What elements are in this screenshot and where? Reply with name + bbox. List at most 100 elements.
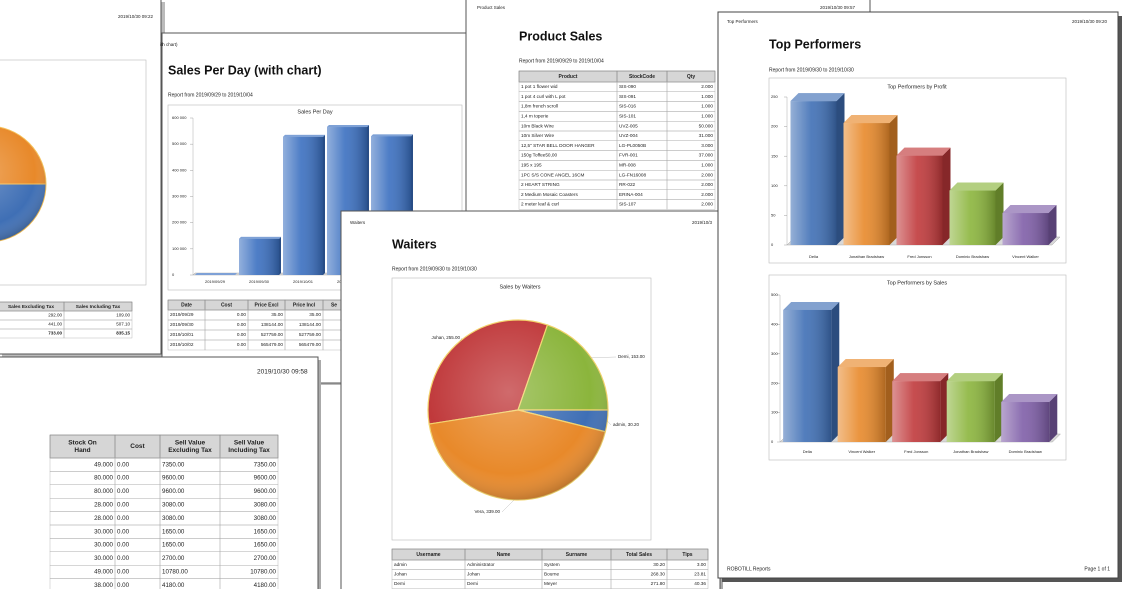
bar-side — [942, 147, 951, 245]
cell-text: 1650.00 — [162, 542, 185, 549]
report-date: 2019/10/30 09:58 — [257, 369, 308, 376]
bar-shine — [949, 190, 996, 245]
report-page: Top Performers 2019/10/30 09:20 Top Perf… — [717, 11, 1122, 582]
column-header: Excluding Tax — [168, 447, 212, 454]
cell-text: 733.00 — [48, 331, 62, 336]
slice-label: admin, 30.20 — [613, 422, 640, 427]
bar-side-shade — [889, 115, 898, 245]
cell-text: 1.000 — [701, 163, 713, 168]
bar-top-shine — [790, 93, 845, 102]
cell-text: 49.000 — [94, 569, 113, 576]
cell-text: Johan — [394, 572, 407, 577]
bar-top-shine — [371, 134, 413, 137]
cell-text: 2 Medium Mosaic Coasters — [521, 192, 578, 197]
slice-label: Johan, 255.00 — [431, 335, 460, 340]
bar-side-shade — [831, 301, 840, 442]
y-tick-label: 300 — [771, 351, 778, 356]
cell-text: 3080.00 — [162, 515, 185, 522]
y-tick-label: 0 — [771, 439, 774, 444]
cell-text: 35.00 — [309, 312, 321, 317]
x-tick-label: Jonathan Bradshaw — [849, 254, 884, 259]
label-leader — [460, 337, 463, 342]
cell-text: 0.00 — [117, 582, 130, 589]
cell-text: UVZ-005 — [619, 123, 638, 128]
bar-top — [946, 373, 1003, 382]
cell-text: 835.15 — [116, 331, 130, 336]
cell-text: 0.00 — [117, 542, 130, 549]
chart-title: Sales Per Day — [297, 109, 332, 115]
cell-text: 30.000 — [94, 528, 113, 535]
bar-side-shade — [1049, 394, 1058, 442]
x-tick-label: Fred Jonsson — [907, 254, 931, 259]
pie-chart — [0, 59, 147, 286]
bar-shine — [283, 136, 323, 275]
label-leader — [607, 420, 612, 426]
bar-side-shade — [279, 236, 281, 275]
column-header: StockCode — [629, 74, 655, 80]
report-title: Top Performers — [769, 37, 861, 51]
y-tick-label: 100 — [771, 183, 778, 188]
bar-top — [896, 147, 951, 156]
y-tick-label: 100 — [771, 410, 778, 415]
bar-side-shade — [836, 93, 845, 245]
table-cell — [666, 199, 716, 210]
bar-shine — [239, 238, 279, 275]
cell-text: Demi — [394, 581, 405, 586]
bar-top-shine — [283, 134, 325, 137]
cell-text: 195 x 195 — [521, 163, 542, 168]
cell-text: 40.36 — [694, 581, 706, 586]
cell-text: LG-FN16008 — [619, 172, 646, 177]
cell-text: 1.000 — [701, 94, 713, 99]
column-header: Product — [559, 74, 578, 80]
y-tick-label: 100 000 — [172, 246, 187, 251]
cell-text: 0.00 — [117, 461, 130, 468]
report-date: 2019/10/30 09:20 — [1072, 19, 1108, 24]
column-header: Name — [497, 552, 511, 558]
report-subtitle: Report from 2019/09/29 to 2019/10/04 — [519, 58, 604, 64]
y-tick-label: 50 — [771, 212, 776, 217]
y-tick-label: 0 — [172, 272, 175, 277]
bar-side — [279, 236, 281, 275]
cell-text: 1 pot 4 curl with L pot — [521, 94, 566, 99]
cell-text: 1650.00 — [254, 542, 277, 549]
column-header: Sales Excluding Tax — [8, 304, 54, 310]
report-page: 2019/10/30 09:22 Sales Excluding Tax Sale… — [0, 0, 165, 358]
cell-text: 0.00 — [237, 312, 247, 317]
bar-top — [283, 134, 325, 137]
bar-top-shine — [1001, 394, 1058, 403]
report-date: 2019/10/3 — [692, 220, 713, 225]
cell-text: 2019/09/30 — [170, 322, 194, 327]
cell-text: 3.00 — [697, 562, 707, 567]
column-header: Tips — [682, 552, 692, 558]
bar-top — [327, 125, 369, 128]
column-header: Price Excl — [255, 302, 280, 308]
bar-side — [885, 359, 894, 442]
cell-text: 0.00 — [117, 488, 130, 495]
cell-text: 30.000 — [94, 555, 113, 562]
chart-title: Top Performers by Sales — [887, 280, 947, 286]
bar-top-shine — [949, 182, 1004, 191]
bar-top — [783, 301, 840, 310]
column-header: Total Sales — [626, 552, 652, 558]
bar-shine — [946, 381, 995, 442]
cell-text: 565479.00 — [299, 342, 322, 347]
bar-top-shine — [837, 359, 894, 368]
cell-text: Administrator — [467, 562, 495, 567]
bar-top-shine — [892, 373, 949, 382]
x-tick-label: Vincent Walker — [848, 449, 875, 454]
y-tick-label: 400 000 — [172, 167, 187, 172]
y-tick-label: 150 — [771, 153, 778, 158]
bar-top — [837, 359, 894, 368]
chart-title: Sales by Waiters — [499, 284, 540, 290]
cell-text: 30.000 — [94, 542, 113, 549]
cell-text: 2019/09/29 — [170, 312, 194, 317]
cell-text: 23.81 — [694, 572, 706, 577]
cell-text: 268.30 — [651, 572, 666, 577]
cell-text: 2700.00 — [254, 555, 277, 562]
bar-top — [195, 272, 237, 275]
cell-text: 80.000 — [94, 488, 113, 495]
cell-text: 1PC S/S CONE ANGEL 16CM — [521, 172, 584, 177]
cell-text: Johan — [467, 572, 480, 577]
